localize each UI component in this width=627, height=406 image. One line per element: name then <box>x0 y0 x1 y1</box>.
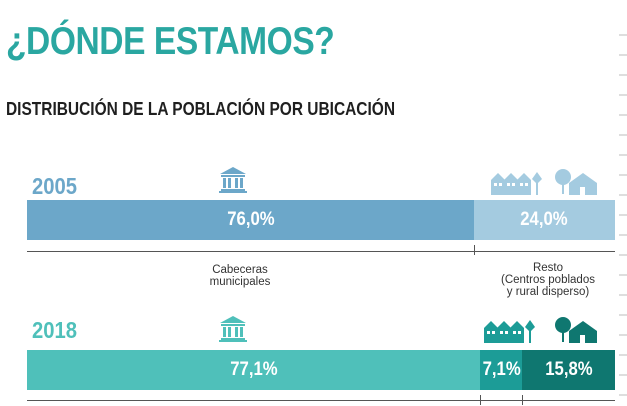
rural-house-icon <box>555 317 597 343</box>
axis-line-2018 <box>27 400 615 401</box>
rural-house-icon <box>555 169 597 195</box>
category-label-cabeceras: Cabeceras municipales <box>209 264 271 288</box>
axis-line-2005 <box>27 251 615 252</box>
government-building-icon <box>219 316 247 342</box>
data-label-2005-resto: 24,0% <box>520 209 569 230</box>
bar-segment-2005-resto: 24,0% <box>473 200 615 240</box>
bar-segment-2018-cabeceras: 77,1% <box>27 350 481 390</box>
axis-tick-2018-b <box>522 395 524 405</box>
edge-ticks-decoration <box>619 34 627 396</box>
category-label-resto: Resto (Centros poblados y rural disperso… <box>501 262 595 298</box>
houses-icon <box>491 172 542 195</box>
chart-subtitle: DISTRIBUCIÓN DE LA POBLACIÓN POR UBICACI… <box>6 99 396 119</box>
data-label-2018-cabeceras: 77,1% <box>229 359 278 380</box>
axis-tick-2005 <box>473 245 475 255</box>
government-building-icon <box>219 167 247 193</box>
bar-segment-2018-rural-disperso: 15,8% <box>522 350 615 390</box>
data-label-2018-rural-disperso: 15,8% <box>544 359 593 380</box>
axis-tick-2018-a <box>480 395 482 405</box>
year-label-2005: 2005 <box>32 173 78 199</box>
bar-segment-2018-centros-poblados: 7,1% <box>480 350 523 390</box>
houses-icon <box>484 320 535 343</box>
bar-row-2018: 77,1% 7,1% 15,8% <box>27 350 615 390</box>
bar-segment-2005-cabeceras: 76,0% <box>27 200 474 240</box>
year-label-2018: 2018 <box>32 317 78 343</box>
data-label-2018-centros-poblados: 7,1% <box>482 359 521 380</box>
bar-row-2005: 76,0% 24,0% <box>27 200 615 240</box>
page-title: ¿DÓNDE ESTAMOS? <box>6 20 335 63</box>
data-label-2005-cabeceras: 76,0% <box>226 209 275 230</box>
